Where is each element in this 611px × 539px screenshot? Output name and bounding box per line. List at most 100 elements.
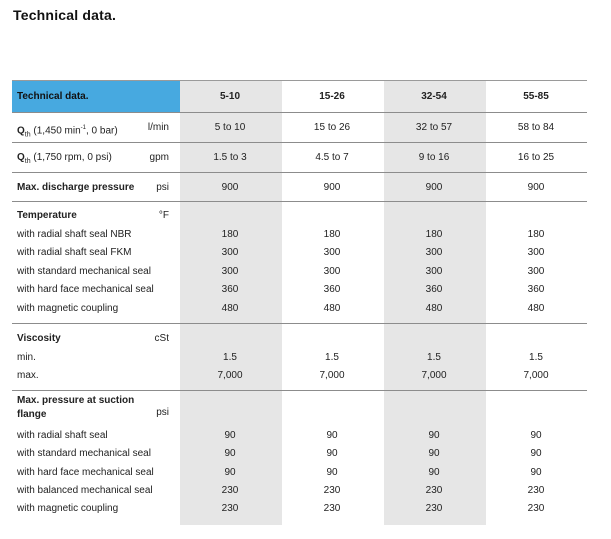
row-label: min.	[17, 352, 36, 363]
cell-value: 230	[323, 503, 341, 514]
cell-value: 1.5	[529, 352, 543, 363]
cell-value: 300	[323, 247, 341, 258]
cell-value: 1.5	[427, 352, 441, 363]
row-unit: gpm	[149, 152, 169, 163]
cell-value: 16 to 25	[517, 152, 555, 163]
cell-value: 7,000	[217, 370, 243, 381]
cell-value: 180	[221, 229, 239, 240]
cell-value: 7,000	[421, 370, 447, 381]
cell-value: 900	[221, 182, 239, 193]
row-unit: l/min	[147, 122, 169, 133]
cell-value: 230	[221, 503, 239, 514]
cell-value: 230	[527, 503, 545, 514]
row-label: Qth (1,450 min-1, 0 bar)	[17, 125, 118, 139]
cell-value: 900	[527, 182, 545, 193]
column-shade-3	[384, 81, 486, 525]
section-unit: psi	[156, 407, 169, 418]
cell-value: 180	[527, 229, 545, 240]
cell-value: 300	[221, 266, 239, 277]
table-top-rule	[12, 80, 587, 81]
cell-value: 360	[425, 284, 443, 295]
cell-value: 230	[425, 485, 443, 496]
cell-value: 90	[326, 467, 338, 478]
cell-value: 90	[530, 467, 542, 478]
cell-value: 360	[527, 284, 545, 295]
header-col-3: 32-54	[421, 91, 447, 102]
table-rule	[12, 172, 587, 173]
cell-value: 300	[527, 266, 545, 277]
cell-value: 9 to 16	[418, 152, 450, 163]
table-rule	[12, 201, 587, 202]
cell-value: 90	[530, 430, 542, 441]
section-title: Viscosity	[17, 333, 61, 344]
cell-value: 360	[323, 284, 341, 295]
cell-value: 230	[425, 503, 443, 514]
cell-value: 90	[428, 430, 440, 441]
section-title-line1: Max. pressure at suction	[17, 395, 135, 406]
cell-value: 480	[527, 303, 545, 314]
table-rule	[12, 390, 587, 391]
section-title-line2: flange	[17, 409, 47, 420]
cell-value: 4.5 to 7	[315, 152, 349, 163]
cell-value: 1.5	[223, 352, 237, 363]
cell-value: 1.5	[325, 352, 339, 363]
cell-value: 180	[323, 229, 341, 240]
row-label: Max. discharge pressure	[17, 182, 135, 193]
column-shade-1	[180, 81, 282, 525]
cell-value: 90	[530, 448, 542, 459]
cell-value: 900	[323, 182, 341, 193]
row-label: with standard mechanical seal	[17, 266, 151, 277]
cell-value: 90	[326, 430, 338, 441]
row-label: with magnetic coupling	[17, 303, 119, 314]
cell-value: 300	[221, 247, 239, 258]
cell-value: 300	[527, 247, 545, 258]
cell-value: 480	[323, 303, 341, 314]
row-label: with hard face mechanical seal	[17, 284, 154, 295]
cell-value: 900	[425, 182, 443, 193]
table-rule	[12, 323, 587, 324]
cell-value: 90	[326, 448, 338, 459]
cell-value: 90	[428, 467, 440, 478]
cell-value: 360	[221, 284, 239, 295]
cell-value: 180	[425, 229, 443, 240]
cell-value: 300	[425, 247, 443, 258]
cell-value: 90	[224, 448, 236, 459]
cell-value: 5 to 10	[214, 122, 246, 133]
cell-value: 90	[224, 430, 236, 441]
table-header-label: Technical data.	[12, 81, 180, 112]
header-col-1: 5-10	[219, 91, 240, 102]
row-label: with hard face mechanical seal	[17, 467, 154, 478]
cell-value: 230	[527, 485, 545, 496]
cell-value: 90	[428, 448, 440, 459]
cell-value: 230	[221, 485, 239, 496]
table-rule	[12, 142, 587, 143]
row-label: with radial shaft seal NBR	[17, 229, 132, 240]
cell-value: 300	[323, 266, 341, 277]
cell-value: 1.5 to 3	[213, 152, 247, 163]
cell-value: 300	[425, 266, 443, 277]
row-unit: psi	[156, 182, 169, 193]
row-label: with radial shaft seal	[17, 430, 108, 441]
section-unit: cSt	[154, 333, 169, 344]
cell-value: 480	[425, 303, 443, 314]
table-rule	[12, 112, 587, 113]
header-col-2: 15-26	[319, 91, 345, 102]
cell-value: 32 to 57	[415, 122, 453, 133]
cell-value: 230	[323, 485, 341, 496]
cell-value: 7,000	[523, 370, 549, 381]
section-unit: °F	[158, 210, 169, 221]
cell-value: 480	[221, 303, 239, 314]
row-label: Qth (1,750 rpm, 0 psi)	[17, 152, 112, 165]
page-title: Technical data.	[13, 7, 117, 23]
cell-value: 7,000	[319, 370, 345, 381]
cell-value: 90	[224, 467, 236, 478]
row-label: max.	[17, 370, 39, 381]
header-col-4: 55-85	[523, 91, 549, 102]
cell-value: 58 to 84	[517, 122, 555, 133]
row-label: with balanced mechanical seal	[17, 485, 153, 496]
section-title: Temperature	[17, 210, 77, 221]
row-label: with radial shaft seal FKM	[17, 247, 132, 258]
row-label: with standard mechanical seal	[17, 448, 151, 459]
cell-value: 15 to 26	[313, 122, 351, 133]
row-label: with magnetic coupling	[17, 503, 119, 514]
